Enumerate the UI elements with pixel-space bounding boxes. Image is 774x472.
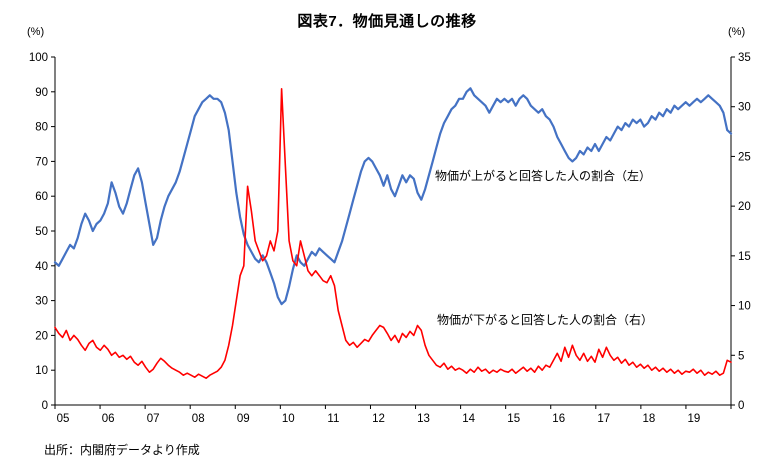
left-axis-tick-label: 40 (35, 261, 48, 273)
left-axis-tick-label: 80 (35, 122, 48, 134)
x-axis-tick-label: 16 (552, 413, 565, 425)
right-axis-unit-label: (%) (728, 26, 746, 38)
x-axis-tick-label: 05 (57, 413, 70, 425)
x-axis-tick-label: 09 (237, 413, 250, 425)
x-axis-tick-label: 15 (507, 413, 520, 425)
right-axis-tick-label: 30 (738, 102, 751, 114)
source-note: 出所：内閣府データより作成 (44, 443, 200, 457)
x-axis-tick-label: 18 (643, 413, 656, 425)
left-axis-tick-label: 10 (35, 365, 48, 377)
series-line-1 (54, 88, 732, 380)
right-axis-tick-label: 20 (738, 201, 751, 213)
left-axis-unit-label: (%) (27, 26, 45, 38)
x-axis-tick-label: 10 (282, 413, 295, 425)
x-axis-tick-label: 11 (327, 413, 339, 425)
left-axis-tick-label: 0 (42, 400, 48, 412)
chart-title: 図表7．物価見通しの推移 (297, 13, 477, 30)
left-axis-tick-label: 90 (35, 87, 48, 99)
right-axis-tick-label: 25 (738, 151, 751, 163)
x-axis-tick-label: 14 (462, 413, 475, 425)
right-axis-tick-label: 15 (738, 251, 751, 263)
x-axis-tick-label: 08 (192, 413, 205, 425)
right-axis-tick-label: 5 (738, 350, 744, 362)
left-axis-tick-label: 100 (29, 52, 48, 64)
x-axis-tick-label: 07 (147, 413, 160, 425)
series-label-rise: 物価が上がると回答した人の割合（左） (435, 169, 652, 183)
series-line-0 (53, 87, 733, 306)
left-axis-tick-label: 70 (35, 156, 48, 168)
x-axis-tick-label: 12 (372, 413, 385, 425)
left-axis-tick-label: 30 (35, 296, 48, 308)
right-axis-tick-label: 10 (738, 301, 751, 313)
left-axis-tick-label: 50 (35, 226, 48, 238)
right-axis-tick-label: 0 (738, 400, 744, 412)
series-label-fall: 物価が下がると回答した人の割合（右） (437, 313, 654, 327)
x-axis-tick-label: 17 (597, 413, 610, 425)
x-axis-tick-label: 13 (417, 413, 430, 425)
x-axis-tick-label: 06 (102, 413, 115, 425)
left-axis-tick-label: 60 (35, 191, 48, 203)
left-axis-tick-label: 20 (35, 330, 48, 342)
x-axis-tick-label: 19 (688, 413, 701, 425)
right-axis-tick-label: 35 (738, 52, 751, 64)
